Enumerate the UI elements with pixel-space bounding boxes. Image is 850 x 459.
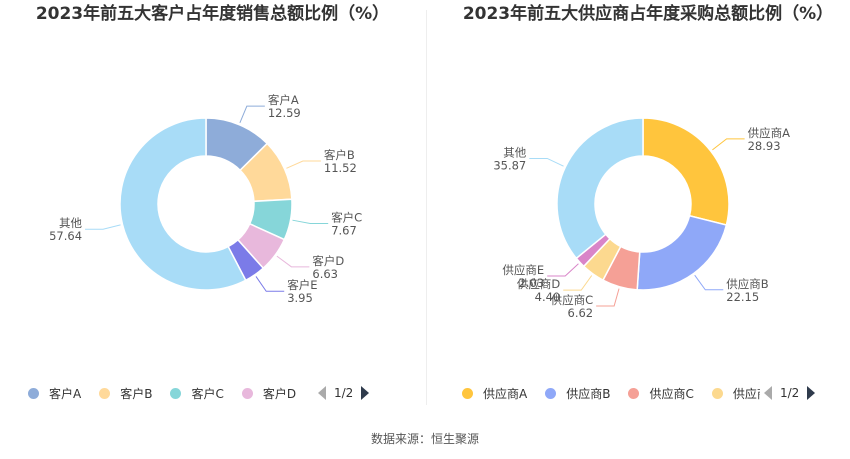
chart-title: 2023年前五大客户占年度销售总额比例（%） [35, 4, 390, 24]
chart-title: 2023年前五大供应商占年度采购总额比例（%） [462, 4, 834, 24]
data-source-note: 数据来源：恒生聚源 [370, 432, 479, 446]
slice-value-label: 22.15 [726, 290, 759, 304]
legend-label: 供应商A [483, 386, 528, 401]
slice-value-label: 57.64 [49, 229, 82, 243]
legend-page-indicator: 1/2 [780, 386, 800, 400]
slice-value-label: 12.59 [268, 106, 301, 120]
leader-line [286, 160, 321, 169]
pie-slice[interactable] [642, 117, 730, 226]
legend-swatch [711, 387, 723, 399]
legend-label: 供应商D [732, 386, 760, 401]
slice-name-label: 供应商C [551, 293, 594, 307]
legend-items: 供应商A 供应商B 供应商C 供应商D [462, 385, 760, 402]
legend-item[interactable]: 客户D [241, 385, 297, 402]
legend-label: 客户A [49, 386, 82, 401]
legend-swatch [545, 387, 557, 399]
customer-legend: 客户A客户B客户C客户D客户E 1/2 [28, 384, 408, 402]
slice-name-label: 供应商D [517, 277, 560, 291]
leader-line [712, 138, 745, 151]
slice-value-label: 35.87 [493, 158, 526, 172]
pie-slice[interactable] [556, 117, 644, 260]
slice-name-label: 客户D [312, 254, 344, 268]
legend-label: 客户B [120, 386, 153, 401]
slice-value-label: 4.40 [535, 290, 561, 304]
slice-value-label: 28.93 [748, 139, 781, 153]
slice-name-label: 客户A [268, 93, 299, 107]
pie-slice[interactable] [636, 214, 728, 291]
legend-swatch [462, 387, 473, 399]
legend-pager: 1/2 [764, 386, 816, 400]
slice-name-label: 客户E [287, 278, 317, 292]
slice-value-label: 11.52 [324, 161, 357, 175]
slice-name-label: 其他 [59, 216, 82, 230]
legend-item[interactable]: 供应商D [711, 385, 760, 402]
leader-line [292, 219, 329, 225]
legend-item[interactable]: 供应商A [462, 385, 527, 402]
legend-page-indicator: 1/2 [334, 386, 354, 400]
leader-line [547, 263, 579, 277]
legend-item[interactable]: 供应商C [628, 385, 694, 402]
legend-swatch [628, 387, 640, 399]
leader-line [85, 224, 121, 230]
leader-line [239, 105, 265, 123]
slice-value-label: 2.03 [519, 276, 545, 290]
legend-swatch [99, 387, 111, 399]
leader-line [276, 255, 310, 268]
legend-label: 客户D [262, 386, 297, 401]
supplier-legend: 供应商A 供应商B 供应商C 供应商D 1/2 [462, 384, 834, 402]
legend-label: 供应商C [649, 386, 694, 401]
slice-value-label: 3.95 [287, 291, 313, 305]
legend-item[interactable]: 客户C [170, 385, 224, 402]
slice-value-label: 7.67 [331, 224, 357, 238]
leader-line [596, 288, 620, 307]
pie-slice[interactable] [119, 117, 247, 291]
slice-name-label: 供应商E [502, 263, 544, 277]
legend-swatch [28, 387, 39, 399]
legend-label: 供应商B [566, 386, 611, 401]
slice-name-label: 供应商B [726, 277, 768, 291]
legend-item[interactable]: 客户A [28, 385, 81, 402]
leader-line [255, 276, 285, 292]
slice-name-label: 供应商A [748, 126, 790, 140]
prev-page-icon[interactable] [318, 386, 326, 400]
slice-value-label: 6.62 [568, 306, 594, 320]
legend-swatch [241, 387, 253, 399]
leader-line [694, 274, 724, 291]
legend-item[interactable]: 客户B [99, 385, 152, 402]
legend-pager: 1/2 [318, 386, 370, 400]
leader-line [529, 157, 564, 167]
slice-name-label: 其他 [503, 145, 526, 159]
legend-items: 客户A客户B客户C客户D客户E [28, 385, 314, 402]
customer-chart-panel: 2023年前五大客户占年度销售总额比例（%） 客户A 12.59 客户B 11.52 客… [0, 0, 425, 410]
slice-name-label: 客户C [331, 211, 362, 225]
prev-page-icon[interactable] [764, 386, 772, 400]
legend-item[interactable]: 供应商B [545, 385, 610, 402]
leader-line [563, 275, 593, 291]
next-page-icon[interactable] [807, 386, 816, 400]
panel-divider [426, 10, 427, 405]
supplier-chart-panel: 2023年前五大供应商占年度采购总额比例（%） 供应商A 28.93 供应商B 22.… [428, 0, 850, 410]
next-page-icon[interactable] [361, 386, 370, 400]
legend-label: 客户C [191, 386, 224, 401]
slice-name-label: 客户B [324, 148, 355, 162]
slice-value-label: 6.63 [312, 267, 338, 281]
legend-swatch [170, 387, 182, 399]
